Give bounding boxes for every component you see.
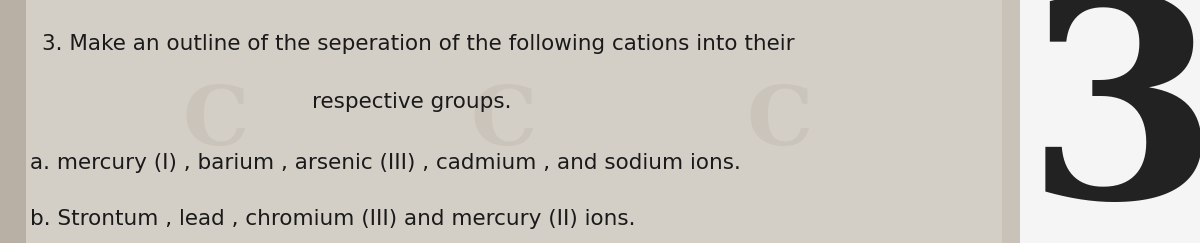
Text: respective groups.: respective groups. [312, 92, 511, 112]
Text: 3. Make an outline of the seperation of the following cations into their: 3. Make an outline of the seperation of … [42, 34, 794, 54]
Bar [0, 0, 26, 243]
Text: 3: 3 [1025, 0, 1200, 243]
Bar [1014, 0, 1200, 243]
Text: C: C [470, 81, 538, 162]
Text: a. mercury (I) , barium , arsenic (III) , cadmium , and sodium ions.: a. mercury (I) , barium , arsenic (III) … [30, 153, 740, 173]
Bar [1002, 0, 1020, 243]
Text: C: C [182, 81, 250, 162]
Text: b. Strontum , lead , chromium (III) and mercury (II) ions.: b. Strontum , lead , chromium (III) and … [30, 209, 636, 229]
Text: C: C [746, 81, 814, 162]
